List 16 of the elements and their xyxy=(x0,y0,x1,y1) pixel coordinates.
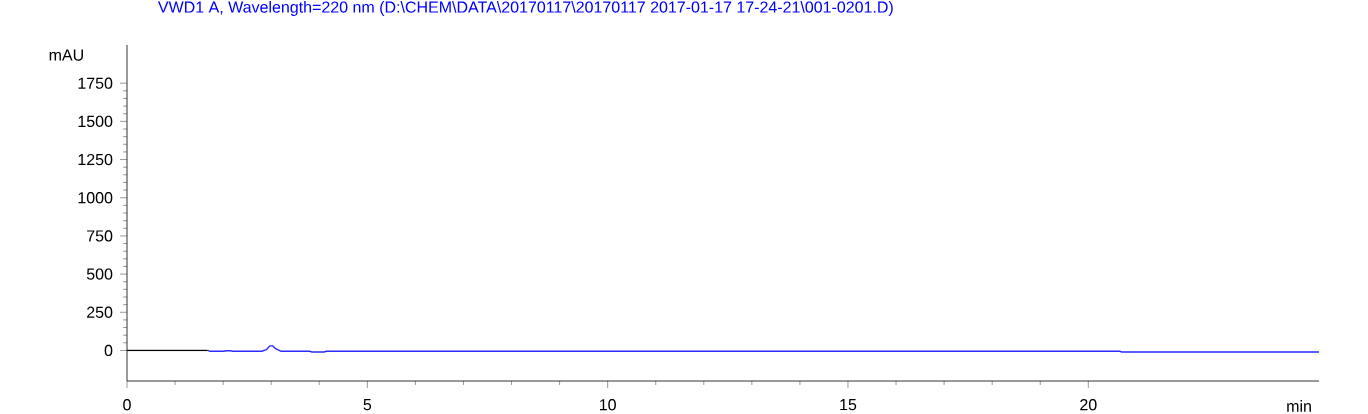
x-tick-label: 20 xyxy=(1080,399,1097,411)
y-tick-label: 750 xyxy=(87,230,113,242)
chart-title: VWD1 A, Wavelength=220 nm (D:\CHEM\DATA\20170117\20170117 2017-01-17 17-24-21\001-0201.D) xyxy=(157,1,893,16)
x-axis-title: min xyxy=(1287,400,1311,412)
y-tick-label: 500 xyxy=(86,268,113,280)
x-tick-label: 5 xyxy=(363,399,372,411)
x-tick-label: 10 xyxy=(599,399,616,411)
x-tick-label: 0 xyxy=(123,399,131,411)
y-tick-label: 250 xyxy=(87,306,113,318)
y-tick-label: 0 xyxy=(104,344,113,357)
y-tick-label: 1000 xyxy=(78,192,113,204)
y-tick-label: 1250 xyxy=(78,153,113,166)
x-tick-label: 15 xyxy=(840,399,857,411)
y-axis-title: mAU xyxy=(49,49,83,61)
y-tick-label: 1500 xyxy=(78,115,113,128)
y-tick-label: 1750 xyxy=(78,77,113,89)
